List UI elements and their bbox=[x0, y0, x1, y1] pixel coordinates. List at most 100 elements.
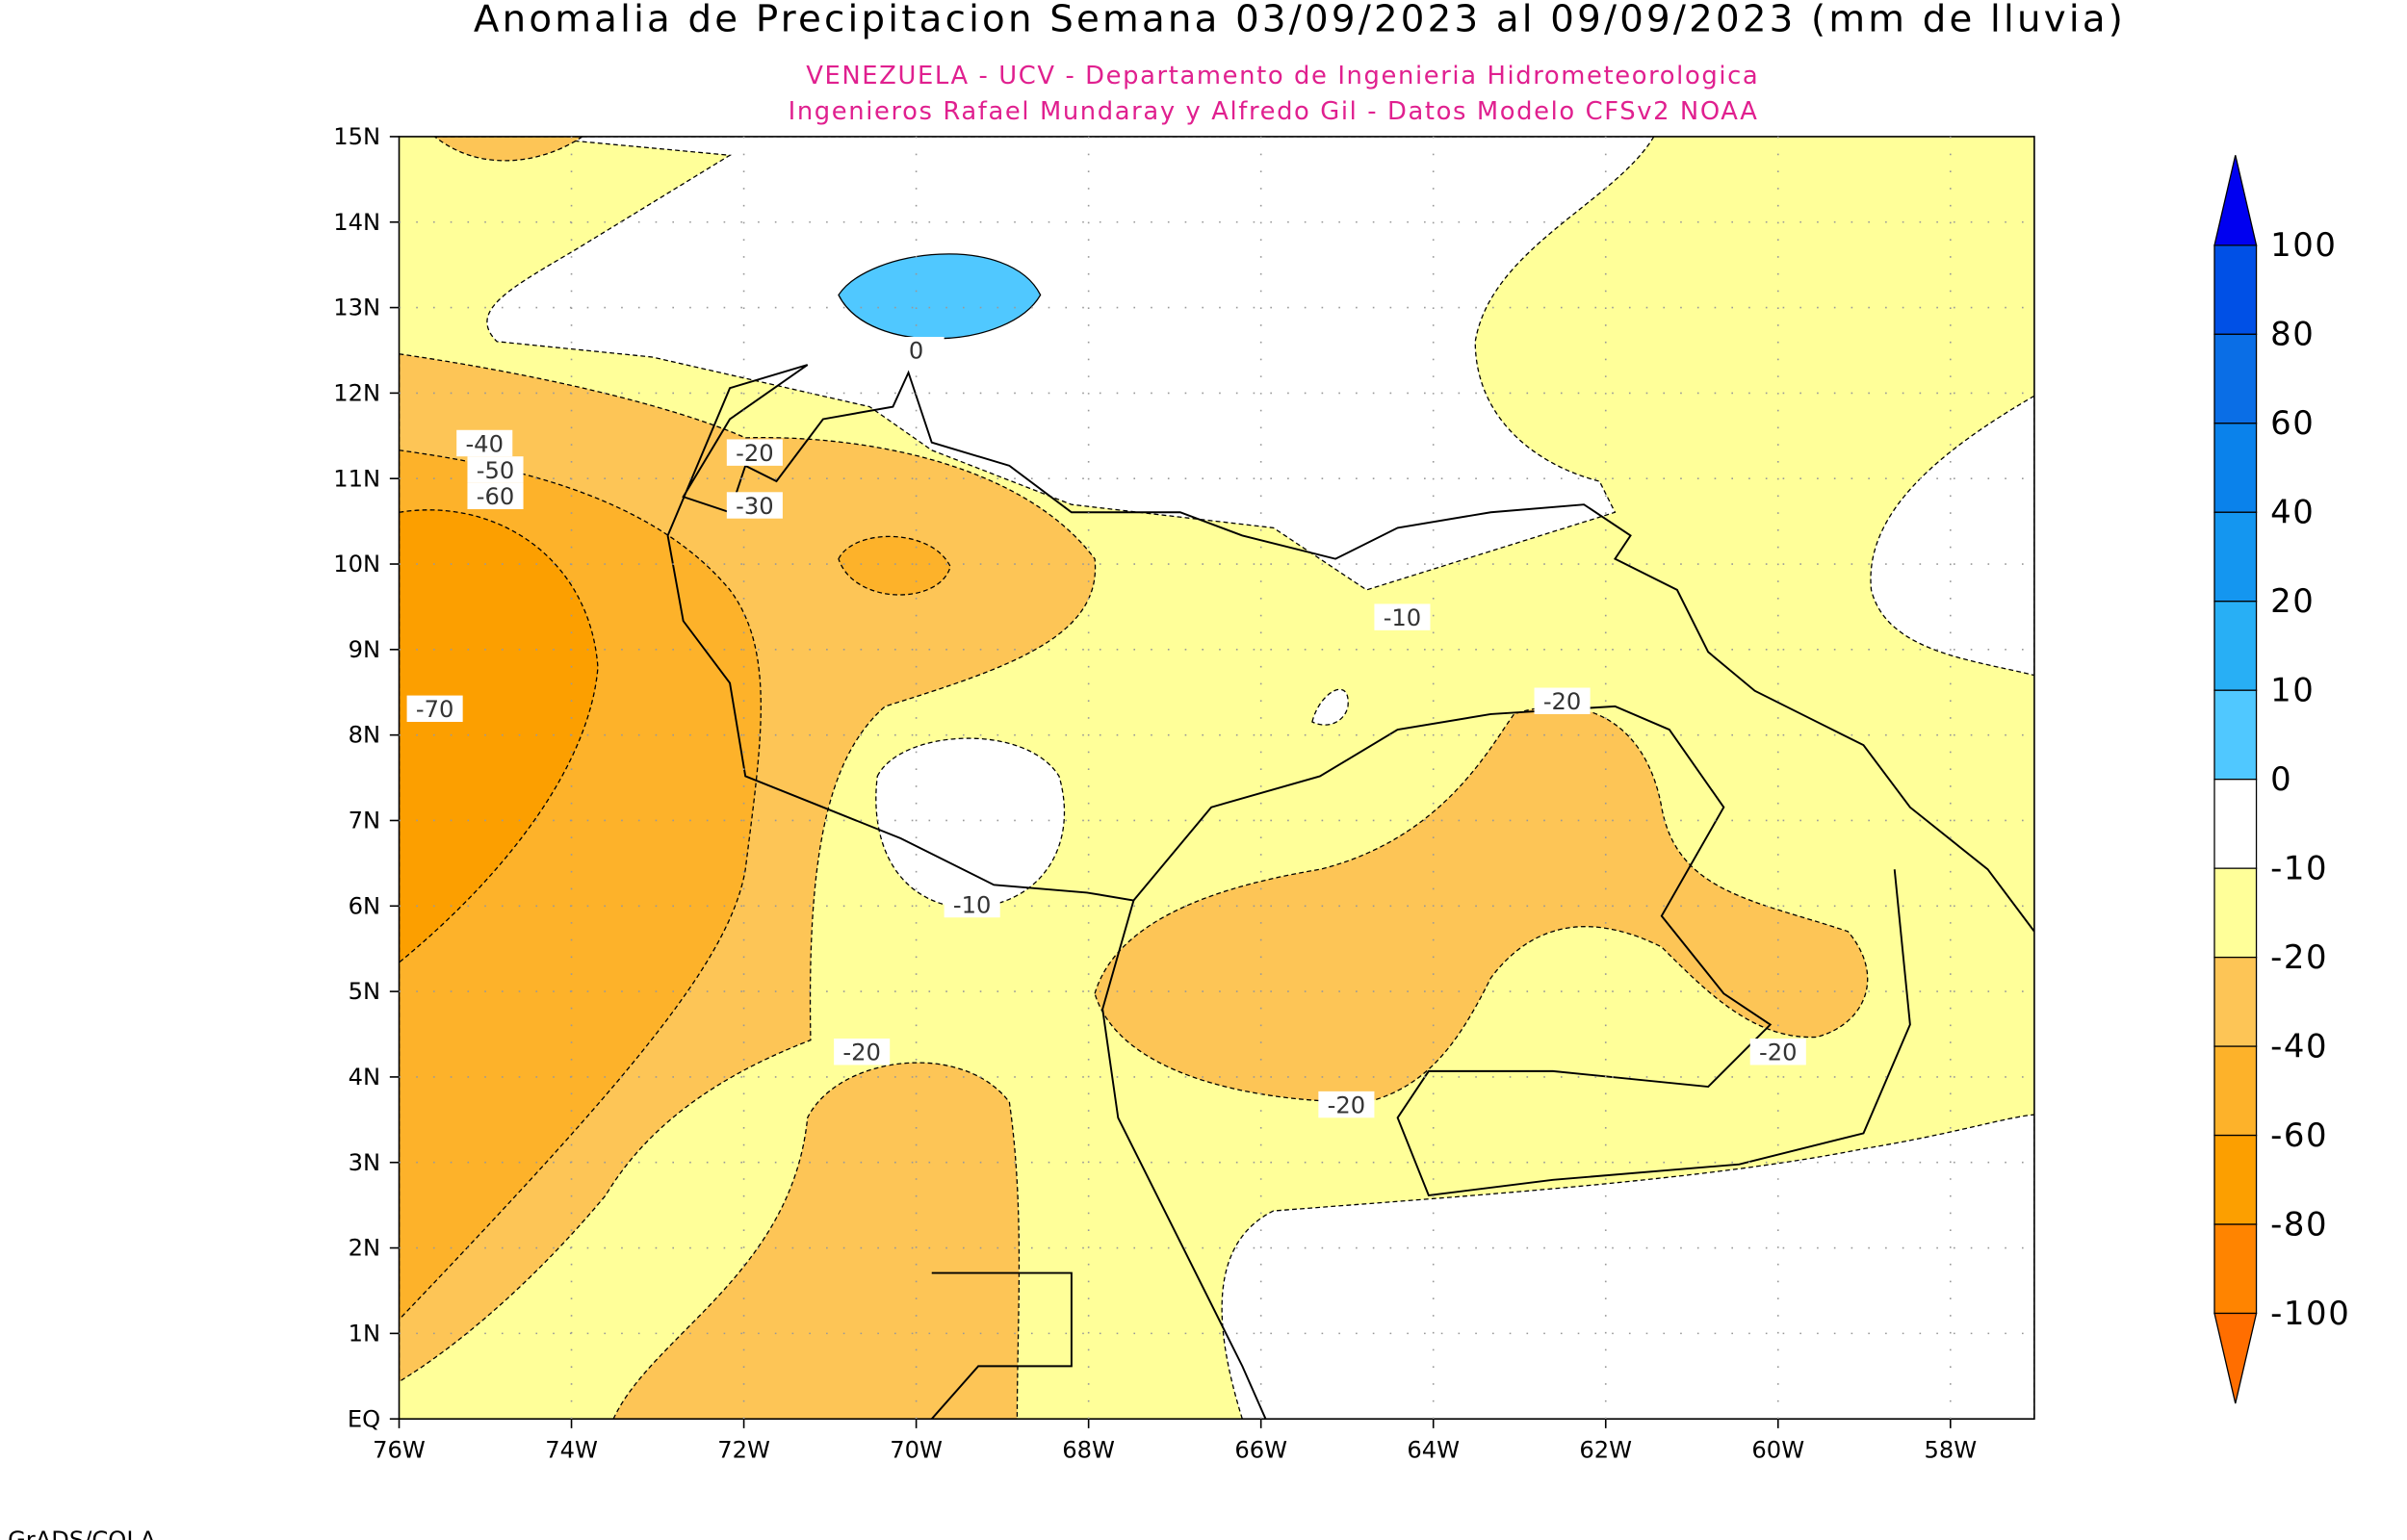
region-orange bbox=[399, 509, 599, 963]
contour-label-bg bbox=[944, 890, 1000, 918]
lat-tick-label: 7N bbox=[349, 808, 380, 834]
lon-tick-label: 76W bbox=[373, 1437, 426, 1464]
subtitle: Ingenieros Rafael Mundaray y Alfredo Gil… bbox=[789, 97, 1759, 126]
contour-label-bg bbox=[1374, 603, 1431, 630]
contour-label: 0 bbox=[909, 338, 923, 365]
colorbar-band bbox=[2213, 1223, 2258, 1315]
contour-label: -20 bbox=[1543, 688, 1582, 715]
contour-label-bg bbox=[467, 482, 524, 510]
contour-label: -20 bbox=[1328, 1091, 1366, 1118]
region-orange bbox=[612, 1062, 1021, 1420]
lat-tick-label: 12N bbox=[333, 379, 380, 406]
lat-tick-label: 14N bbox=[333, 209, 380, 236]
contour-labels: 0 -40-50-60 -70 -20 -30 -10 -20 -10 -20 -20 -20 bbox=[406, 337, 1806, 1118]
colorbar-band bbox=[2213, 1134, 2258, 1225]
lon-tick-label: 60W bbox=[1751, 1437, 1804, 1464]
colorbar-band bbox=[2213, 423, 2258, 513]
region-blue bbox=[838, 253, 1042, 340]
map-area: 15N 14N 13N 12N 11N 10N 9N 8N 7N 6N 5N 4N 3N 2N 1N EQ 76… bbox=[333, 123, 2035, 1464]
lat-tick-label: 8N bbox=[349, 722, 380, 749]
footer: GrADS/COLA bbox=[8, 1527, 156, 1540]
subtitle: VENEZUELA - UCV - Departamento de Ingeni… bbox=[806, 62, 1759, 90]
colorbar-label: 80 bbox=[2270, 316, 2315, 353]
lon-tick-label: 62W bbox=[1579, 1437, 1632, 1464]
colorbar-label: 0 bbox=[2270, 760, 2292, 798]
lat-tick-label: 11N bbox=[333, 465, 380, 492]
colorbar-band bbox=[2213, 511, 2258, 603]
lon-tick-label: 66W bbox=[1234, 1437, 1287, 1464]
contour-label-bg bbox=[888, 337, 945, 364]
contour-label: -70 bbox=[416, 696, 454, 723]
lat-tick-label: 6N bbox=[349, 892, 380, 919]
contour-label: -30 bbox=[736, 493, 774, 520]
colorbar-band bbox=[2213, 601, 2258, 691]
colorbar-label: -100 bbox=[2270, 1295, 2350, 1332]
colorbar-band bbox=[2213, 244, 2258, 335]
title: Anomalia de Precipitacion Semana 03/09/2… bbox=[474, 0, 2126, 40]
contour-label-bg bbox=[456, 429, 513, 457]
region-white bbox=[875, 737, 1066, 910]
lat-tick-label: 4N bbox=[349, 1064, 380, 1091]
coastlines bbox=[666, 364, 2034, 1420]
contour-label-bg bbox=[1318, 1091, 1375, 1118]
colorbar-label: -10 bbox=[2270, 849, 2328, 886]
contour-label-bg bbox=[726, 439, 783, 466]
lat-tick-label: 15N bbox=[333, 123, 380, 150]
contour-label: -40 bbox=[465, 430, 504, 457]
lat-tick-label: 3N bbox=[349, 1149, 380, 1176]
contour-label: -10 bbox=[953, 891, 992, 918]
frame bbox=[398, 136, 2035, 1420]
colorbar-label: 40 bbox=[2270, 494, 2315, 531]
colorbar-band bbox=[2213, 333, 2258, 424]
colorbar-band bbox=[2213, 689, 2258, 781]
contour-label-bg bbox=[467, 456, 524, 483]
contour-label-bg bbox=[406, 695, 463, 722]
contour-label-bg bbox=[1534, 687, 1591, 714]
lat-tick-label: EQ bbox=[348, 1405, 380, 1432]
lat-tick-label: 5N bbox=[349, 978, 380, 1005]
lat-tick-label: 9N bbox=[349, 636, 380, 663]
region-orange bbox=[1094, 706, 1869, 1103]
colorbar-band bbox=[2213, 867, 2258, 959]
lat-tick-label: 13N bbox=[333, 295, 380, 321]
colorbar-label: -60 bbox=[2270, 1116, 2328, 1154]
lon-tick-label: 70W bbox=[890, 1437, 943, 1464]
lat-tick-label: 10N bbox=[333, 551, 380, 578]
colorbar-label: 20 bbox=[2270, 582, 2315, 620]
contour-label: -60 bbox=[477, 483, 515, 510]
region-orange bbox=[838, 535, 951, 596]
contour-label: -10 bbox=[1384, 604, 1422, 631]
colorbar-label: 100 bbox=[2270, 226, 2337, 264]
colorbar-top bbox=[2213, 155, 2258, 246]
colorbar-label: 60 bbox=[2270, 404, 2315, 442]
contour-label: -20 bbox=[736, 440, 774, 467]
lon-tick-label: 72W bbox=[717, 1437, 770, 1464]
colorbar-band bbox=[2213, 956, 2258, 1047]
contour-label: -50 bbox=[477, 457, 515, 484]
lon-tick-label: 64W bbox=[1407, 1437, 1460, 1464]
lat-tick-label: 1N bbox=[349, 1320, 380, 1347]
region-white bbox=[1870, 395, 2034, 677]
contour-label-bg bbox=[834, 1039, 891, 1065]
ticks: 15N 14N 13N 12N 11N 10N 9N 8N 7N 6N 5N 4N 3N 2N 1N EQ 76… bbox=[333, 123, 1977, 1464]
contour-label-bg bbox=[1749, 1039, 1806, 1065]
region-orange bbox=[433, 136, 583, 162]
colorbar-band bbox=[2213, 779, 2258, 869]
contour-label: -20 bbox=[842, 1040, 881, 1066]
region-white bbox=[486, 136, 1655, 591]
colorbar-label: -20 bbox=[2270, 938, 2328, 976]
lon-tick-label: 58W bbox=[1924, 1437, 1977, 1464]
colorbar-label: -80 bbox=[2270, 1205, 2328, 1243]
lon-tick-label: 68W bbox=[1062, 1437, 1115, 1464]
colorbar-bottom bbox=[2213, 1312, 2258, 1404]
colorbar-label: -40 bbox=[2270, 1027, 2328, 1065]
lat-tick-label: 2N bbox=[349, 1235, 380, 1262]
colorbar-label: 10 bbox=[2270, 671, 2315, 708]
lon-tick-label: 74W bbox=[545, 1437, 598, 1464]
contour-label-bg bbox=[726, 492, 783, 519]
region-white bbox=[1311, 688, 1349, 726]
region-white bbox=[1221, 1114, 2034, 1420]
